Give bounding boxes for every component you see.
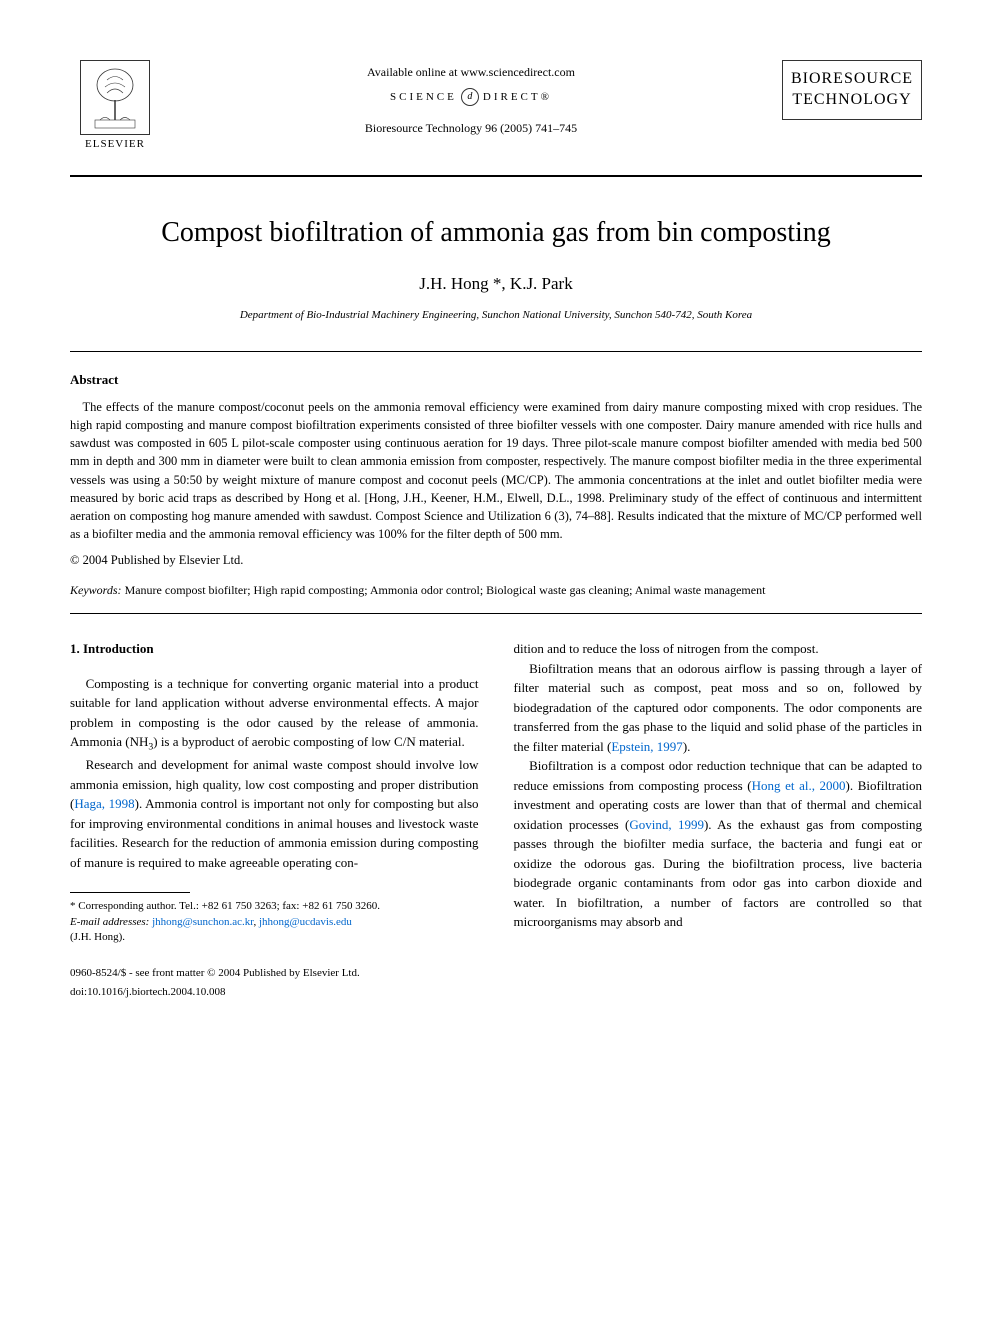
p1-text-b: ) is a byproduct of aerobic composting o…	[153, 734, 465, 749]
article-title: Compost biofiltration of ammonia gas fro…	[70, 217, 922, 249]
abstract-top-rule	[70, 351, 922, 352]
email-link-2[interactable]: jhhong@ucdavis.edu	[259, 916, 352, 928]
available-online-text: Available online at www.sciencedirect.co…	[160, 65, 782, 80]
article-affiliation: Department of Bio-Industrial Machinery E…	[70, 309, 922, 321]
journal-logo-line1: BIORESOURCE	[787, 69, 917, 90]
publisher-name: ELSEVIER	[85, 138, 145, 150]
abstract-text: The effects of the manure compost/coconu…	[70, 398, 922, 543]
publisher-logo: ELSEVIER	[70, 60, 160, 160]
intro-paragraph-1: Composting is a technique for converting…	[70, 674, 479, 756]
elsevier-tree-icon	[80, 60, 150, 135]
footer-issn: 0960-8524/$ - see front matter © 2004 Pu…	[70, 965, 479, 982]
c2p3-text-c: ). As the exhaust gas from composting pa…	[514, 817, 923, 930]
page-header: ELSEVIER Available online at www.science…	[70, 60, 922, 160]
column-left: 1. Introduction Composting is a techniqu…	[70, 639, 479, 1000]
email-author: (J.H. Hong).	[70, 930, 479, 945]
intro-paragraph-2: Research and development for animal wast…	[70, 755, 479, 872]
article-authors: J.H. Hong *, K.J. Park	[70, 274, 922, 294]
science-direct-left: SCIENCE	[390, 91, 457, 103]
citation-link-govind[interactable]: Govind, 1999	[629, 817, 704, 832]
journal-logo-line2: TECHNOLOGY	[787, 90, 917, 111]
email-link-1[interactable]: jhhong@sunchon.ac.kr	[152, 916, 253, 928]
section-heading-introduction: 1. Introduction	[70, 639, 479, 659]
footnote-rule	[70, 892, 190, 893]
column-right: dition and to reduce the loss of nitroge…	[514, 639, 923, 1000]
journal-logo: BIORESOURCE TECHNOLOGY	[782, 60, 922, 120]
abstract-heading: Abstract	[70, 372, 922, 388]
science-direct-right: DIRECT®	[483, 91, 552, 103]
col2-paragraph-3: Biofiltration is a compost odor reductio…	[514, 756, 923, 932]
corresponding-author-text: * Corresponding author. Tel.: +82 61 750…	[70, 899, 479, 914]
col2-paragraph-1: dition and to reduce the loss of nitroge…	[514, 639, 923, 659]
citation-link-hong[interactable]: Hong et al., 2000	[752, 778, 846, 793]
keywords-label: Keywords:	[70, 583, 122, 597]
abstract-bottom-rule	[70, 613, 922, 614]
c2p2-text-a: Biofiltration means that an odorous airf…	[514, 661, 923, 754]
body-columns: 1. Introduction Composting is a techniqu…	[70, 639, 922, 1000]
footer-doi: doi:10.1016/j.biortech.2004.10.008	[70, 984, 479, 1001]
col2-paragraph-2: Biofiltration means that an odorous airf…	[514, 659, 923, 757]
email-line: E-mail addresses: jhhong@sunchon.ac.kr, …	[70, 915, 479, 930]
journal-logo-box: BIORESOURCE TECHNOLOGY	[782, 60, 922, 120]
header-rule	[70, 175, 922, 177]
email-label: E-mail addresses:	[70, 916, 149, 928]
science-direct-symbol-icon: d	[461, 88, 479, 106]
keywords-text: Manure compost biofilter; High rapid com…	[122, 583, 766, 597]
footnote-corresponding: * Corresponding author. Tel.: +82 61 750…	[70, 899, 479, 945]
abstract-copyright: © 2004 Published by Elsevier Ltd.	[70, 553, 922, 568]
citation-link-haga[interactable]: Haga, 1998	[74, 796, 134, 811]
science-direct-logo: SCIENCE d DIRECT®	[160, 88, 782, 106]
citation-link-epstein[interactable]: Epstein, 1997	[611, 739, 683, 754]
c2p2-text-b: ).	[683, 739, 691, 754]
header-center: Available online at www.sciencedirect.co…	[160, 60, 782, 136]
journal-reference: Bioresource Technology 96 (2005) 741–745	[160, 121, 782, 136]
keywords-line: Keywords: Manure compost biofilter; High…	[70, 583, 922, 598]
